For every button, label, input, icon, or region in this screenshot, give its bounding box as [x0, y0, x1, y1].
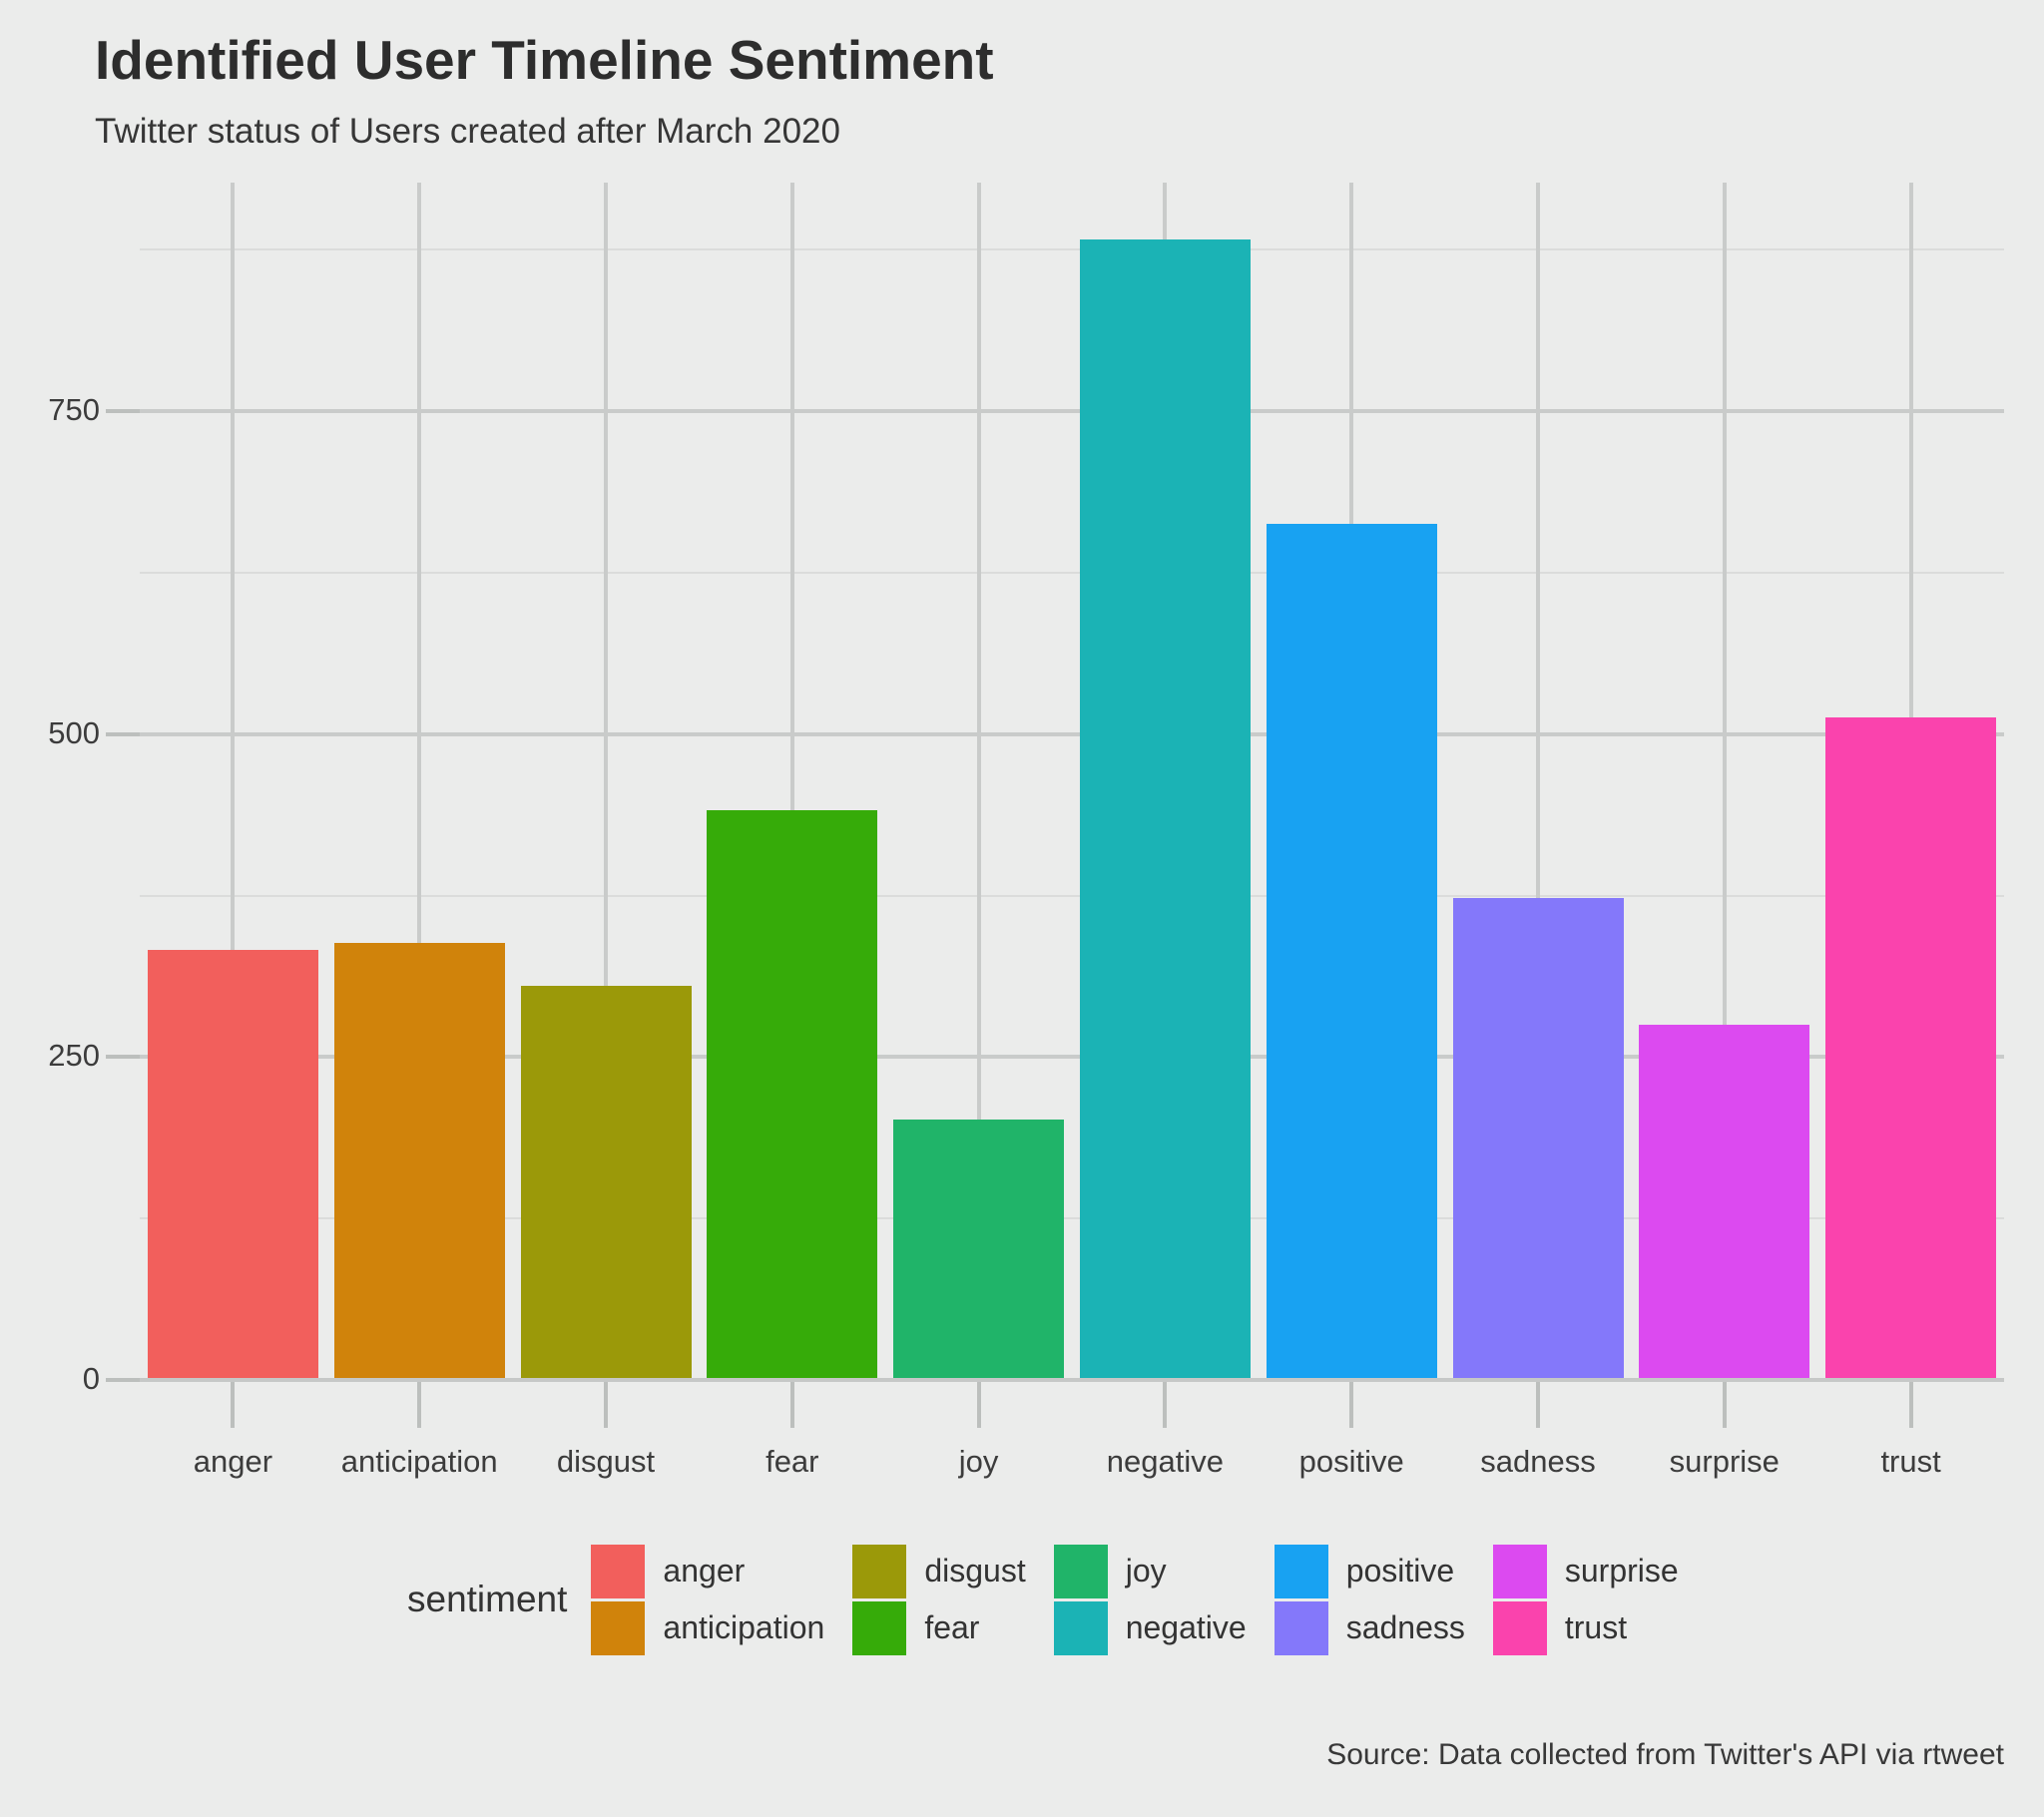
chart-subtitle: Twitter status of Users created after Ma… — [95, 112, 840, 151]
x-tick-label-positive: positive — [1298, 1444, 1404, 1479]
x-tick-label-sadness: sadness — [1480, 1444, 1596, 1479]
x-tick-label-anger: anger — [193, 1444, 273, 1479]
legend-swatch-trust — [1492, 1600, 1547, 1655]
legend-swatch-anticipation — [591, 1600, 646, 1655]
chart-title: Identified User Timeline Sentiment — [95, 29, 994, 91]
x-tick-anger — [231, 1382, 236, 1428]
legend-item-anger: anger — [591, 1543, 824, 1599]
legend-item-fear: fear — [852, 1599, 1025, 1656]
legend-item-disgust: disgust — [852, 1543, 1026, 1599]
x-tick-disgust — [604, 1382, 608, 1428]
gridline-major-y-250 — [140, 1055, 2004, 1060]
y-tick-label-500: 500 — [48, 714, 100, 750]
legend: sentiment anger anticipation disgust fear jo… — [407, 1543, 1679, 1656]
legend-keys: anger anticipation disgust fear joy negative p… — [591, 1543, 1679, 1656]
gridline-minor-y-625 — [140, 571, 2004, 574]
legend-swatch-surprise — [1492, 1544, 1547, 1598]
y-tick-label-250: 250 — [48, 1038, 100, 1074]
bar-surprise — [1639, 1025, 1810, 1380]
legend-label-sadness: sadness — [1345, 1609, 1465, 1645]
legend-item-anticipation: anticipation — [591, 1599, 824, 1656]
y-tick-0 — [106, 1378, 140, 1382]
gridline-major-x-anger — [231, 183, 236, 1380]
gridline-major-x-fear — [789, 183, 794, 1380]
gridline-minor-y-875 — [140, 248, 2004, 251]
legend-label-positive: positive — [1345, 1553, 1455, 1589]
y-tick-label-750: 750 — [48, 392, 100, 428]
gridline-major-y-500 — [140, 731, 2004, 736]
gridline-minor-y-375 — [140, 894, 2004, 897]
legend-item-trust: trust — [1492, 1599, 1679, 1656]
x-tick-label-trust: trust — [1880, 1444, 1941, 1479]
legend-item-surprise: surprise — [1492, 1543, 1679, 1599]
y-tick-250 — [106, 1055, 140, 1060]
legend-swatch-disgust — [852, 1544, 907, 1598]
legend-label-trust: trust — [1564, 1609, 1628, 1645]
y-tick-750 — [106, 409, 140, 414]
chart-panel — [140, 183, 2004, 1380]
legend-label-disgust: disgust — [924, 1553, 1026, 1589]
legend-label-fear: fear — [924, 1609, 980, 1645]
legend-swatch-sadness — [1274, 1600, 1328, 1655]
legend-label-anger: anger — [663, 1553, 746, 1589]
legend-swatch-positive — [1274, 1544, 1328, 1598]
bar-disgust — [520, 986, 692, 1380]
legend-item-positive: positive — [1274, 1543, 1465, 1599]
legend-swatch-joy — [1053, 1544, 1108, 1598]
x-axis-line — [140, 1378, 2004, 1382]
bar-negative — [1079, 239, 1251, 1380]
x-tick-label-negative: negative — [1106, 1444, 1224, 1479]
legend-swatch-anger — [591, 1544, 646, 1598]
legend-label-surprise: surprise — [1564, 1553, 1679, 1589]
legend-item-joy: joy — [1053, 1543, 1247, 1599]
x-tick-positive — [1349, 1382, 1354, 1428]
gridline-major-x-surprise — [1722, 183, 1727, 1380]
bar-fear — [707, 810, 878, 1380]
x-tick-label-anticipation: anticipation — [340, 1444, 498, 1479]
legend-item-sadness: sadness — [1274, 1599, 1465, 1656]
x-tick-anticipation — [417, 1382, 422, 1428]
bar-sadness — [1452, 898, 1624, 1380]
chart-caption: Source: Data collected from Twitter's AP… — [1326, 1738, 2004, 1771]
y-tick-500 — [106, 731, 140, 736]
legend-label-joy: joy — [1125, 1553, 1167, 1589]
legend-item-negative: negative — [1053, 1599, 1247, 1656]
x-tick-label-fear: fear — [766, 1444, 819, 1479]
x-tick-surprise — [1722, 1382, 1727, 1428]
bar-positive — [1266, 524, 1437, 1380]
bar-anticipation — [333, 943, 505, 1380]
gridline-major-x-joy — [976, 183, 981, 1380]
x-tick-negative — [1163, 1382, 1168, 1428]
x-tick-label-surprise: surprise — [1669, 1444, 1780, 1479]
legend-swatch-fear — [852, 1600, 907, 1655]
x-tick-sadness — [1536, 1382, 1540, 1428]
legend-label-anticipation: anticipation — [663, 1609, 825, 1645]
gridline-minor-y-125 — [140, 1217, 2004, 1220]
x-tick-label-joy: joy — [958, 1444, 999, 1479]
x-tick-joy — [976, 1382, 981, 1428]
gridline-major-x-anticipation — [417, 183, 422, 1380]
x-tick-fear — [789, 1382, 794, 1428]
bar-anger — [147, 950, 318, 1380]
bar-trust — [1825, 717, 1997, 1380]
bar-joy — [893, 1120, 1065, 1380]
legend-swatch-negative — [1053, 1600, 1108, 1655]
x-tick-trust — [1908, 1382, 1913, 1428]
legend-title: sentiment — [407, 1579, 568, 1619]
x-tick-label-disgust: disgust — [556, 1444, 656, 1479]
gridline-major-y-750 — [140, 409, 2004, 414]
y-tick-label-0: 0 — [82, 1361, 100, 1396]
gridline-major-x-sadness — [1536, 183, 1540, 1380]
gridline-major-x-disgust — [604, 183, 608, 1380]
legend-label-negative: negative — [1125, 1609, 1247, 1645]
